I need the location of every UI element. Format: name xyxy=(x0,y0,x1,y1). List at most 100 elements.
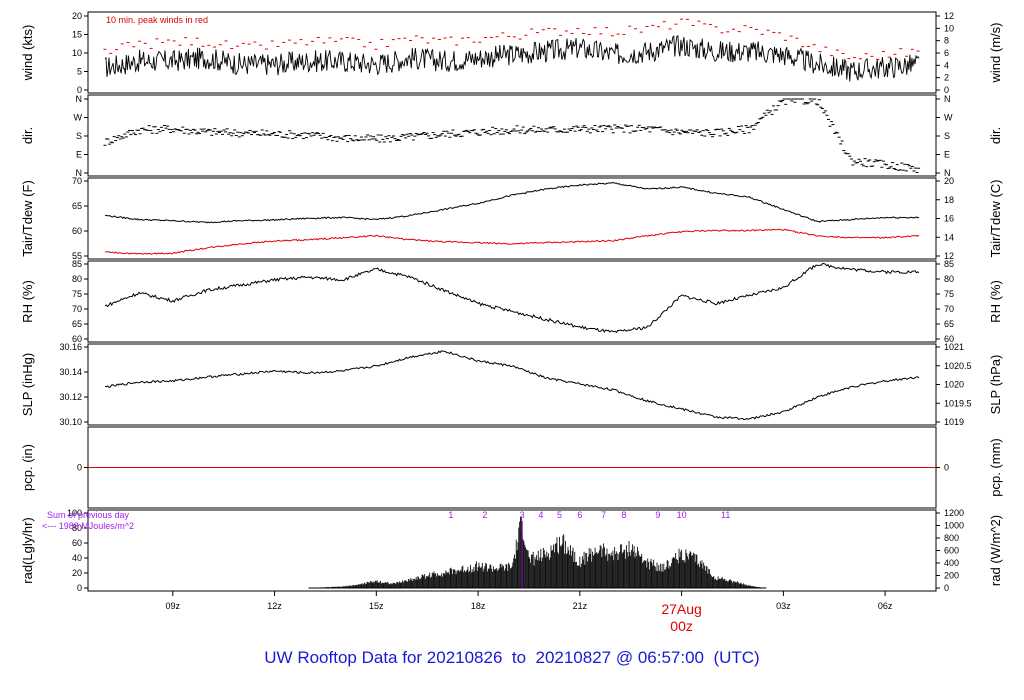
pressure-ytick-right-label: 1020 xyxy=(944,380,964,390)
pressure-series-line xyxy=(104,350,920,421)
direction-ytick-label: N xyxy=(76,94,83,104)
air-temperature-line xyxy=(104,182,920,224)
wind-ytick-label: 0 xyxy=(77,85,82,95)
wind-annotation: 10 min. peak winds in red xyxy=(106,15,208,25)
direction-ytick-right-label: N xyxy=(944,168,951,178)
humidity-ytick-right-label: 75 xyxy=(944,289,954,299)
radiation-hour-label: 7 xyxy=(601,510,606,520)
radiation-ytick-right-label: 200 xyxy=(944,571,959,581)
temperature-ytick-label: 55 xyxy=(72,251,82,261)
x-tick-label: 03z xyxy=(776,601,791,611)
humidity-ylabel: RH (%) xyxy=(20,280,35,323)
direction-ytick-right-label: N xyxy=(944,94,951,104)
pressure-ytick-label: 30.10 xyxy=(59,417,82,427)
pressure-ytick-right-label: 1021 xyxy=(944,342,964,352)
wind-ytick-right-label: 6 xyxy=(944,48,949,58)
radiation-ylabel-right: rad (W/m^2) xyxy=(988,515,1003,586)
radiation-ytick-label: 0 xyxy=(77,583,82,593)
direction-ylabel-right: dir. xyxy=(988,127,1003,144)
precipitation-ylabel-right: pcp. (mm) xyxy=(988,438,1003,497)
humidity-ytick-label: 65 xyxy=(72,319,82,329)
radiation-hour-label: 6 xyxy=(577,510,582,520)
precipitation-ytick-right-label: 0 xyxy=(944,463,949,473)
radiation-ytick-right-label: 600 xyxy=(944,546,959,556)
temperature-ytick-label: 60 xyxy=(72,226,82,236)
wind-ytick-right-label: 8 xyxy=(944,36,949,46)
temperature-ytick-right-label: 12 xyxy=(944,251,954,261)
radiation-ylabel: rad(Lgly/hr) xyxy=(20,517,35,583)
direction-ytick-right-label: W xyxy=(944,113,953,123)
wind-ytick-label: 10 xyxy=(72,48,82,58)
humidity-ytick-right-label: 60 xyxy=(944,334,954,344)
radiation-ytick-right-label: 1200 xyxy=(944,508,964,518)
radiation-ytick-label: 20 xyxy=(72,568,82,578)
wind-ytick-label: 5 xyxy=(77,67,82,77)
pressure-ylabel: SLP (inHg) xyxy=(20,353,35,416)
temperature-ylabel: Tair/Tdew (F) xyxy=(20,180,35,257)
wind-ylabel: wind (kts) xyxy=(20,25,35,82)
temperature-ytick-label: 65 xyxy=(72,201,82,211)
precipitation-ylabel: pcp. (in) xyxy=(20,444,35,491)
radiation-hour-label: 3 xyxy=(520,510,525,520)
radiation-hour-label: 8 xyxy=(621,510,626,520)
temperature-ytick-right-label: 20 xyxy=(944,176,954,186)
wind-series-line xyxy=(104,35,920,82)
temperature-ytick-right-label: 18 xyxy=(944,195,954,205)
radiation-hour-label: 5 xyxy=(557,510,562,520)
wind-ytick-right-label: 2 xyxy=(944,73,949,83)
radiation-hour-label: 10 xyxy=(677,510,687,520)
humidity-frame xyxy=(87,260,937,343)
temperature-ytick-label: 70 xyxy=(72,176,82,186)
direction-ytick-label: N xyxy=(76,168,83,178)
date-label: 27Aug xyxy=(661,601,701,617)
radiation-ytick-right-label: 1000 xyxy=(944,521,964,531)
pressure-ytick-right-label: 1020.5 xyxy=(944,361,972,371)
x-tick-label: 09z xyxy=(166,601,181,611)
radiation-ytick-label: 80 xyxy=(72,523,82,533)
radiation-ytick-label: 100 xyxy=(67,508,82,518)
radiation-hour-label: 4 xyxy=(538,510,543,520)
temperature-ylabel-right: Tair/Tdew (C) xyxy=(988,179,1003,257)
pressure-ytick-right-label: 1019 xyxy=(944,417,964,427)
radiation-ytick-right-label: 0 xyxy=(944,583,949,593)
direction-ytick-label: S xyxy=(76,131,82,141)
humidity-ytick-right-label: 70 xyxy=(944,304,954,314)
pressure-ytick-label: 30.12 xyxy=(59,392,82,402)
humidity-ytick-label: 75 xyxy=(72,289,82,299)
wind-ytick-right-label: 10 xyxy=(944,23,954,33)
date-sublabel: 00z xyxy=(670,618,693,634)
temperature-ytick-right-label: 14 xyxy=(944,232,954,242)
radiation-ytick-right-label: 400 xyxy=(944,558,959,568)
radiation-hour-label: 1 xyxy=(448,510,453,520)
radiation-ytick-right-label: 800 xyxy=(944,533,959,543)
radiation-annotation-1: Sum of previous day xyxy=(47,510,130,520)
humidity-ytick-label: 70 xyxy=(72,304,82,314)
wind-ytick-right-label: 4 xyxy=(944,60,949,70)
humidity-ytick-label: 85 xyxy=(72,259,82,269)
precipitation-ytick-label: 0 xyxy=(77,463,82,473)
direction-ytick-label: E xyxy=(76,150,82,160)
humidity-series-line xyxy=(104,262,920,334)
x-tick-label: 18z xyxy=(471,601,486,611)
humidity-ytick-right-label: 80 xyxy=(944,274,954,284)
x-tick-label: 06z xyxy=(878,601,893,611)
humidity-ytick-label: 80 xyxy=(72,274,82,284)
direction-frame xyxy=(87,94,937,177)
humidity-ytick-right-label: 85 xyxy=(944,259,954,269)
humidity-ylabel-right: RH (%) xyxy=(988,280,1003,323)
radiation-ytick-label: 40 xyxy=(72,553,82,563)
pressure-ytick-label: 30.16 xyxy=(59,342,82,352)
wind-ylabel-right: wind (m/s) xyxy=(988,23,1003,84)
radiation-hour-label: 9 xyxy=(655,510,660,520)
wind-ytick-label: 20 xyxy=(72,11,82,21)
wind-ytick-label: 15 xyxy=(72,30,82,40)
wind-ytick-right-label: 0 xyxy=(944,85,949,95)
humidity-ytick-right-label: 65 xyxy=(944,319,954,329)
radiation-ytick-label: 60 xyxy=(72,538,82,548)
direction-ytick-label: W xyxy=(74,113,83,123)
radiation-hour-label: 2 xyxy=(482,510,487,520)
x-tick-label: 12z xyxy=(267,601,282,611)
dewpoint-line xyxy=(104,228,920,255)
wind-ytick-right-label: 12 xyxy=(944,11,954,21)
